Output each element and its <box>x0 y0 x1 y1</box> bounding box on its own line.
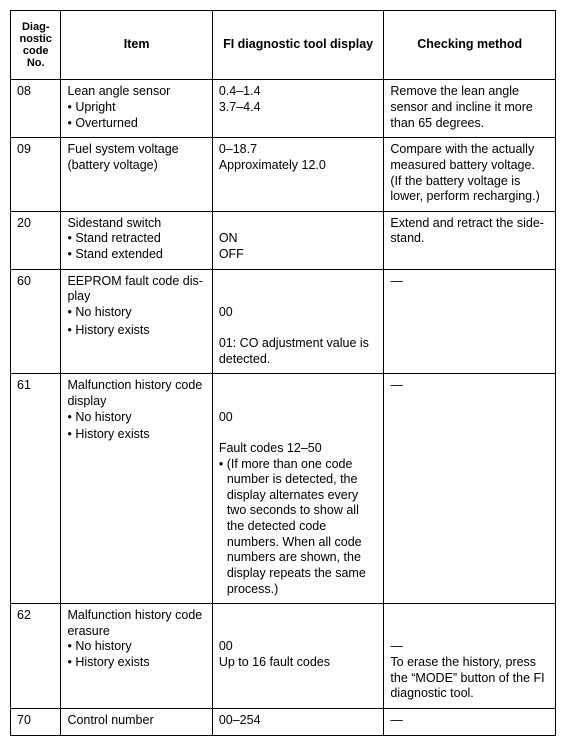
table-row: 20 Sidestand switch Stand retracted Stan… <box>11 211 556 269</box>
display-line: 0.4–1.4 <box>219 84 378 100</box>
table-row: 60 EEPROM fault code dis­play No history… <box>11 269 556 374</box>
item-bullet: No history <box>67 639 205 655</box>
display-line <box>219 394 378 410</box>
cell-code: 09 <box>11 138 61 212</box>
display-line: 00 <box>219 305 378 321</box>
display-line <box>219 216 378 232</box>
item-title: Malfunction history code erasure <box>67 608 205 639</box>
cell-code: 60 <box>11 269 61 374</box>
table-row: 08 Lean angle sensor Upright Overturned … <box>11 80 556 138</box>
item-title: Lean angle sensor <box>67 84 205 100</box>
page: Diag­nostic code No. Item FI diagnostic … <box>0 0 566 746</box>
cell-item: Sidestand switch Stand retracted Stand e… <box>61 211 212 269</box>
display-line: 00 <box>219 639 378 655</box>
display-line: Fault codes 12–50 <box>219 441 378 457</box>
item-title: Control number <box>67 713 205 729</box>
display-note: • (If more than one code number is detec… <box>219 457 378 598</box>
cell-item: Malfunction history code erasure No hist… <box>61 604 212 709</box>
table-row: 09 Fuel system voltage (battery voltage)… <box>11 138 556 212</box>
display-line: ON <box>219 231 378 247</box>
header-item: Item <box>61 11 212 80</box>
table-row: 70 Control number 00–254 — <box>11 708 556 735</box>
cell-check: — <box>384 269 556 374</box>
display-line <box>219 608 378 624</box>
display-line: 3.7–4.4 <box>219 100 378 116</box>
item-bullet: No history <box>67 410 205 426</box>
header-check: Checking method <box>384 11 556 80</box>
cell-code: 08 <box>11 80 61 138</box>
cell-check: — To erase the history, press the “MODE”… <box>384 604 556 709</box>
check-line: — <box>390 639 549 655</box>
item-title: Sidestand switch <box>67 216 205 232</box>
cell-check: Compare with the actually measured batte… <box>384 138 556 212</box>
item-bullet: Stand extended <box>67 247 205 263</box>
display-line <box>219 624 378 640</box>
table-row: 61 Malfunction history code display No h… <box>11 374 556 604</box>
cell-display: 0.4–1.4 3.7–4.4 <box>212 80 384 138</box>
check-line: To erase the history, press the “MODE” b… <box>390 655 549 702</box>
table-header-row: Diag­nostic code No. Item FI diagnostic … <box>11 11 556 80</box>
cell-item: Lean angle sensor Upright Overturned <box>61 80 212 138</box>
display-line: OFF <box>219 247 378 263</box>
check-line <box>390 608 549 624</box>
cell-display: 00 Up to 16 fault codes <box>212 604 384 709</box>
display-line: Up to 16 fault codes <box>219 655 378 671</box>
cell-check: Remove the lean angle sensor and incline… <box>384 80 556 138</box>
item-title: EEPROM fault code dis­play <box>67 274 205 305</box>
item-title: Malfunction history code display <box>67 378 205 409</box>
item-bullet: History exists <box>67 655 205 671</box>
item-title: Fuel system voltage (battery voltage) <box>67 142 205 173</box>
display-line <box>219 321 378 337</box>
cell-code: 70 <box>11 708 61 735</box>
display-line: 01: CO adjustment value is detected. <box>219 336 378 367</box>
header-code: Diag­nostic code No. <box>11 11 61 80</box>
cell-item: Fuel system voltage (battery voltage) <box>61 138 212 212</box>
cell-display: 00–254 <box>212 708 384 735</box>
cell-display: 00 01: CO adjustment value is detected. <box>212 269 384 374</box>
cell-item: EEPROM fault code dis­play No history Hi… <box>61 269 212 374</box>
cell-code: 62 <box>11 604 61 709</box>
check-line <box>390 624 549 640</box>
display-line: Approximately 12.0 <box>219 158 378 174</box>
display-line <box>219 274 378 290</box>
item-bullet: Overturned <box>67 116 205 132</box>
display-note-text: (If more than one code number is detecte… <box>227 457 366 596</box>
cell-display: 00 Fault codes 12–50 • (If more than one… <box>212 374 384 604</box>
item-bullet: History exists <box>67 323 205 339</box>
display-line: 00–254 <box>219 713 378 729</box>
display-line: 0–18.7 <box>219 142 378 158</box>
display-line: 00 <box>219 410 378 426</box>
table-row: 62 Malfunction history code erasure No h… <box>11 604 556 709</box>
cell-check: — <box>384 708 556 735</box>
display-line <box>219 378 378 394</box>
diagnostic-table: Diag­nostic code No. Item FI diagnostic … <box>10 10 556 736</box>
cell-display: ON OFF <box>212 211 384 269</box>
item-bullet: History exists <box>67 427 205 443</box>
item-bullet: No history <box>67 305 205 321</box>
display-line <box>219 425 378 441</box>
cell-check: — <box>384 374 556 604</box>
cell-display: 0–18.7 Approximately 12.0 <box>212 138 384 212</box>
cell-item: Control number <box>61 708 212 735</box>
cell-code: 20 <box>11 211 61 269</box>
cell-item: Malfunction history code display No hist… <box>61 374 212 604</box>
cell-check: Extend and retract the side­stand. <box>384 211 556 269</box>
cell-code: 61 <box>11 374 61 604</box>
item-bullet: Upright <box>67 100 205 116</box>
item-bullet: Stand retracted <box>67 231 205 247</box>
display-line <box>219 289 378 305</box>
header-display: FI diagnostic tool display <box>212 11 384 80</box>
